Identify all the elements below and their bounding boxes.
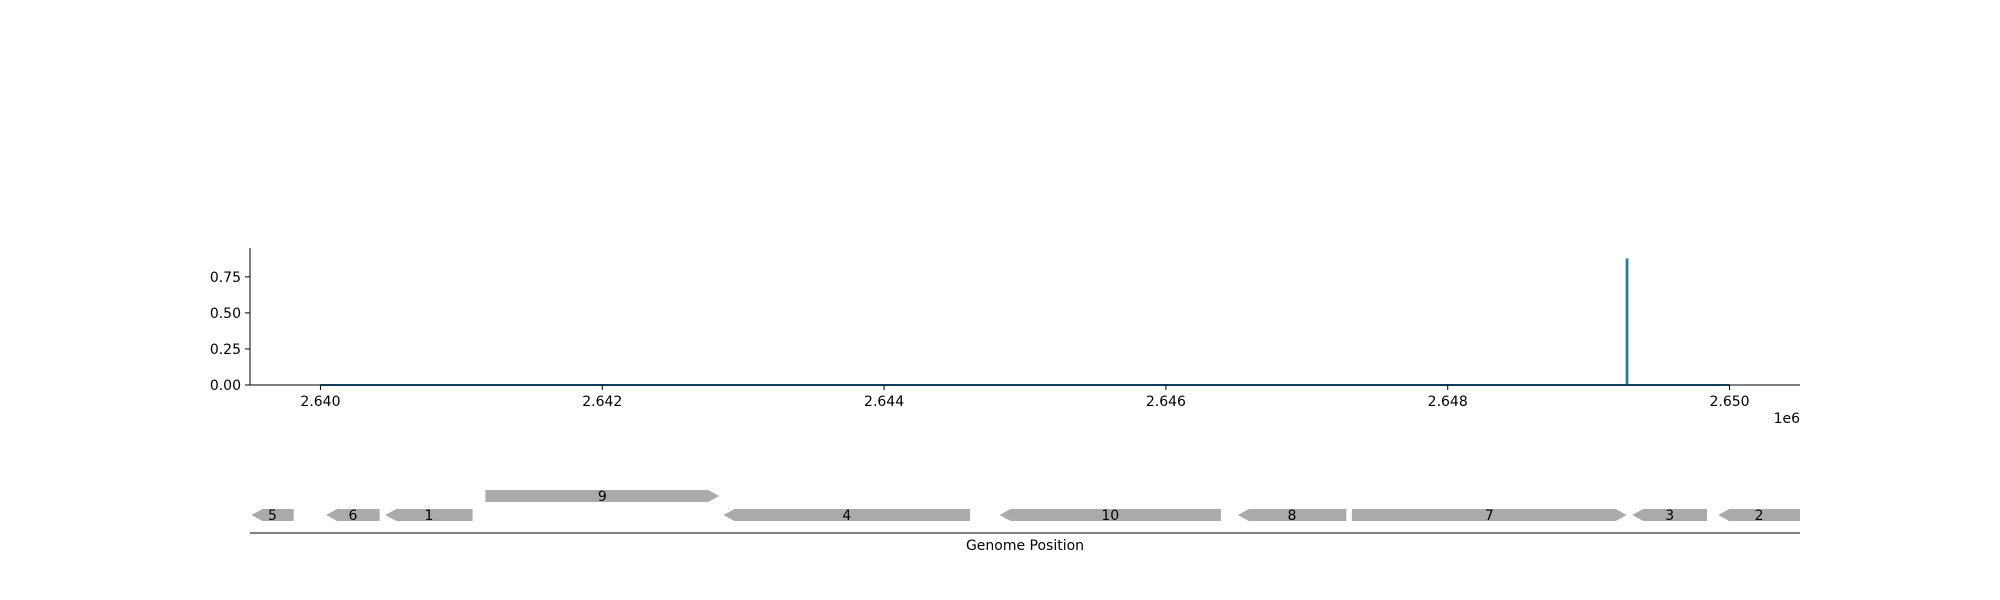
gene-arrow-7 (1351, 509, 1627, 521)
gene-label-7: 7 (1485, 508, 1494, 524)
gene-arrow-8 (1237, 509, 1347, 521)
y-axis-ticks: 0.00 0.25 0.50 0.75 (210, 270, 250, 394)
y-tick-label: 0.50 (210, 306, 241, 322)
gene-label-5: 5 (268, 508, 277, 524)
x-axis-ticks: 2.640 2.642 2.644 2.646 2.648 2.650 (300, 385, 1750, 410)
gene-label-1: 1 (425, 508, 434, 524)
gene-arrow-2 (1718, 509, 1800, 521)
x-tick-label: 2.648 (1428, 394, 1468, 410)
gene-arrow-10 (999, 509, 1221, 521)
coverage-series (320, 258, 1730, 386)
x-axis-label: Genome Position (966, 538, 1084, 554)
y-tick-label: 0.25 (210, 342, 241, 358)
gene-arrow-6 (326, 509, 380, 521)
gene-label-9: 9 (598, 489, 607, 505)
x-tick-label: 2.640 (300, 394, 340, 410)
gene-label-2: 2 (1755, 508, 1764, 524)
gene-arrow-1 (385, 509, 473, 521)
x-axis-offset-label: 1e6 (1774, 411, 1801, 427)
gene-arrow-9 (485, 490, 720, 502)
gene-label-10: 10 (1101, 508, 1119, 524)
y-tick-label: 0.00 (210, 378, 241, 394)
gene-label-6: 6 (348, 508, 357, 524)
y-tick-label: 0.75 (210, 270, 241, 286)
gene-arrow-4 (723, 509, 970, 521)
x-tick-label: 2.650 (1709, 394, 1749, 410)
coverage-plot: 2.640 2.642 2.644 2.646 2.648 2.650 0.000.250… (210, 248, 1800, 427)
gene-track: 5 6 1 9 4 10 8 7 3 2 Genome Position (250, 489, 1800, 554)
coverage-line-0 (320, 258, 1730, 386)
x-tick-label: 2.642 (582, 394, 622, 410)
gene-label-8: 8 (1288, 508, 1297, 524)
gene-label-4: 4 (842, 508, 851, 524)
gene-arrow-5 (251, 509, 294, 521)
gene-label-3: 3 (1665, 508, 1674, 524)
x-tick-label: 2.644 (864, 394, 904, 410)
x-tick-label: 2.646 (1146, 394, 1186, 410)
gene-arrow-3 (1632, 509, 1707, 521)
gene-features: 5 6 1 9 4 10 8 7 3 2 (251, 489, 1800, 524)
